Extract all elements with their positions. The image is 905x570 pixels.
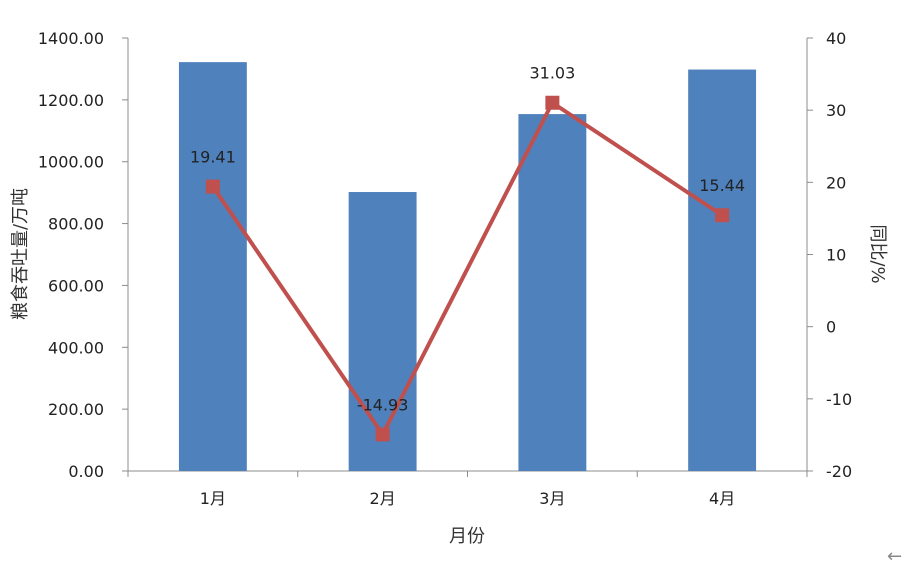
y-axis-title: 粮食吞吐量/万吨 <box>10 188 31 320</box>
y-tick-label: 800.00 <box>48 215 104 234</box>
x-tick-label: 3月 <box>539 489 565 508</box>
y2-tick-label: -20 <box>826 462 852 481</box>
x-axis-title: 月份 <box>449 526 485 547</box>
bar <box>688 69 757 471</box>
line-point <box>715 208 730 223</box>
y-tick-label: 1200.00 <box>38 91 104 110</box>
y-tick-label: 1000.00 <box>38 153 104 172</box>
x-tick-label: 4月 <box>709 489 735 508</box>
y2-tick-label: 10 <box>826 246 846 265</box>
back-arrow-icon[interactable]: ← <box>887 546 903 567</box>
y-tick-label: 200.00 <box>48 400 104 419</box>
y-tick-label: 600.00 <box>48 276 104 295</box>
y-tick-label: 0.00 <box>68 462 104 481</box>
line-point <box>545 95 560 110</box>
line-series: 19.41 -14.93 31.03 15.44 <box>190 64 745 442</box>
bar <box>178 62 247 471</box>
y2-tick-label: 40 <box>826 29 846 48</box>
left-y-axis: 0.00 200.00 400.00 600.00 800.00 1000.00 1200.… <box>38 29 128 481</box>
y2-tick-label: 20 <box>826 173 846 192</box>
series-line <box>211 100 724 437</box>
bar <box>518 114 587 471</box>
bar <box>348 192 417 471</box>
line-point <box>375 427 390 442</box>
x-tick-label: 1月 <box>200 489 226 508</box>
x-axis: 1月 2月 3月 4月 <box>127 471 808 508</box>
data-label: 15.44 <box>699 176 745 195</box>
data-label: 31.03 <box>529 64 575 83</box>
y2-axis-title: 同比/% <box>867 224 888 283</box>
y2-tick-label: 0 <box>826 318 836 337</box>
y2-tick-label: 30 <box>826 101 846 120</box>
bar-series <box>178 62 757 471</box>
x-tick-label: 2月 <box>370 489 396 508</box>
right-y-axis: -20 -10 0 10 20 30 40 <box>807 29 852 481</box>
y-tick-label: 1400.00 <box>38 29 104 48</box>
y2-tick-label: -10 <box>826 390 852 409</box>
data-label: 19.41 <box>190 148 236 167</box>
y-tick-label: 400.00 <box>48 338 104 357</box>
data-label: -14.93 <box>357 395 409 414</box>
line-point <box>205 179 220 194</box>
